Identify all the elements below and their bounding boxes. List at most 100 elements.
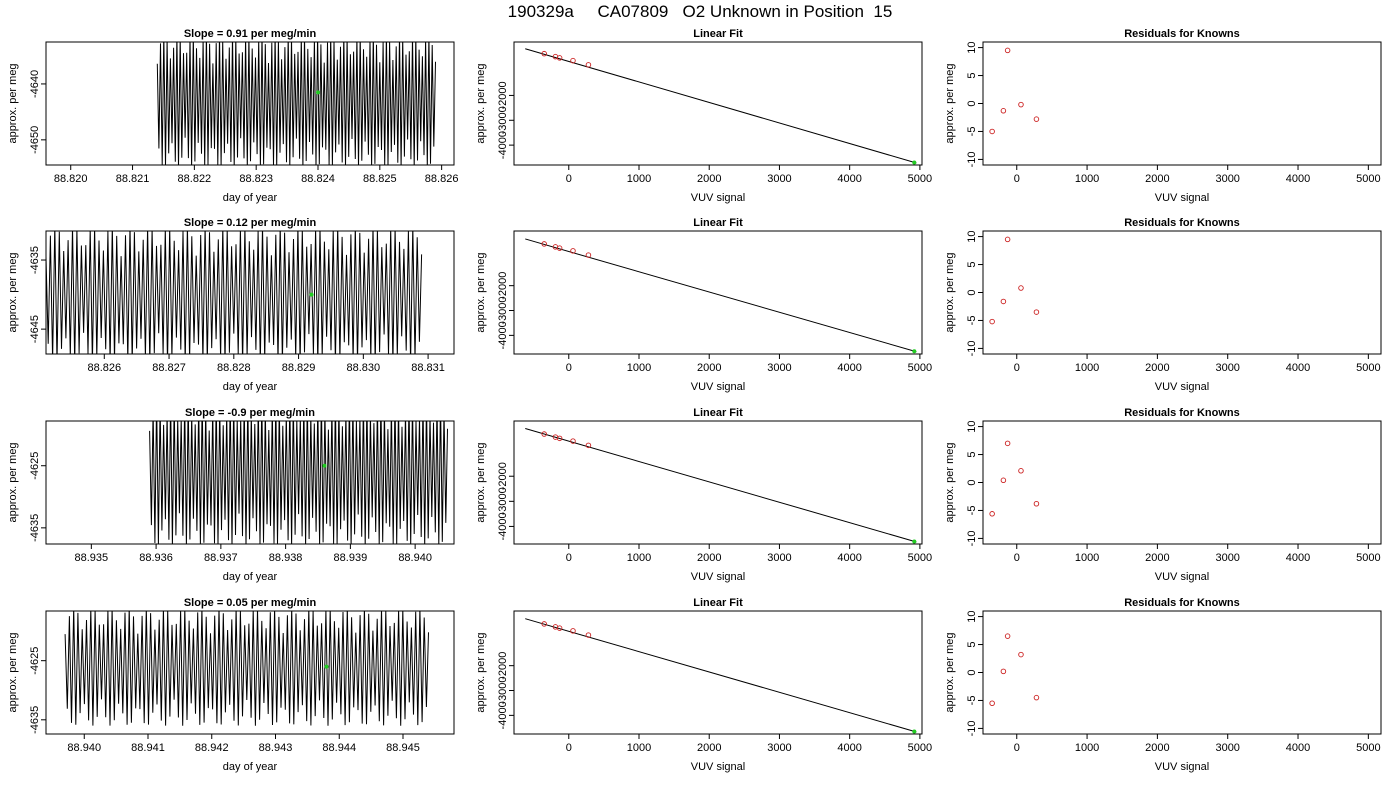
panel-title: Slope = 0.91 per meg/min (184, 28, 317, 40)
x-tick-label: 88.944 (322, 742, 356, 754)
unknown-point (309, 292, 314, 297)
x-tick-label: 88.830 (347, 362, 381, 374)
x-tick-label: 0 (1014, 173, 1020, 185)
known-point (1000, 108, 1007, 114)
panel-title: Linear Fit (693, 597, 743, 609)
known-point (1004, 440, 1011, 447)
x-tick-label: 88.828 (217, 362, 251, 374)
known-point (570, 438, 576, 444)
y-tick-label: -4000 (497, 131, 509, 159)
y-axis-label: approx. per meg (475, 252, 487, 332)
x-tick-label: 3000 (767, 173, 791, 185)
y-tick-label: -10 (966, 530, 978, 546)
series-line (64, 611, 429, 726)
panel-title: Slope = -0.9 per meg/min (185, 407, 315, 419)
y-tick-label: -4000 (497, 512, 509, 540)
y-tick-label: -3000 (497, 487, 509, 515)
y-tick-label: 5 (966, 72, 978, 78)
x-tick-label: 88.825 (363, 173, 397, 185)
known-point (1018, 468, 1024, 474)
x-tick-label: 4000 (1286, 552, 1310, 564)
x-tick-label: 4000 (837, 742, 861, 754)
known-point (1033, 309, 1040, 315)
x-tick-label: 1000 (1075, 173, 1099, 185)
x-tick-label: 2000 (697, 362, 721, 374)
plot-frame (513, 41, 923, 166)
y-tick-label: -4000 (497, 321, 509, 349)
figure-title: 190329a CA07809 O2 Unknown in Position 1… (507, 2, 893, 21)
x-tick-label: 3000 (1215, 742, 1239, 754)
panel-residuals-3: Residuals for Knowns 0 1000 2000 3000 4000 500… (944, 407, 1382, 583)
known-point (1033, 116, 1040, 122)
series-line (46, 231, 423, 354)
fit-line (525, 428, 917, 543)
x-tick-label: 5000 (1356, 362, 1380, 374)
x-axis-label: VUV signal (691, 192, 745, 204)
y-axis-label: approx. per meg (7, 632, 19, 712)
plot-frame (45, 610, 455, 735)
y-tick-label: -4635 (29, 706, 41, 734)
x-tick-label: 88.936 (139, 552, 173, 564)
panel-time-series-1: Slope = 0.91 per meg/min 88.820 88.821 88.8… (7, 28, 458, 204)
x-tick-label: 0 (566, 173, 572, 185)
y-axis-label: approx. per meg (475, 632, 487, 712)
unknown-point (324, 664, 329, 669)
plot-frame (513, 610, 923, 735)
panel-title: Residuals for Knowns (1124, 407, 1240, 419)
y-tick-label: 10 (966, 41, 978, 53)
x-tick-label: 2000 (1145, 742, 1169, 754)
x-tick-label: 5000 (908, 742, 932, 754)
unknown-point (316, 90, 320, 95)
y-tick-label: -4635 (29, 246, 41, 274)
plot-frame (513, 230, 923, 355)
x-tick-label: 88.938 (269, 552, 303, 564)
x-tick-label: 1000 (1075, 362, 1099, 374)
panel-title: Slope = 0.05 per meg/min (184, 597, 317, 609)
unknown-point (912, 729, 917, 734)
fit-line (525, 48, 917, 164)
panel-time-series-2: Slope = 0.12 per meg/min 88.826 88.827 88.8… (7, 217, 455, 393)
known-point (1018, 101, 1024, 108)
x-tick-label: 2000 (1145, 552, 1169, 564)
y-tick-label: -10 (966, 151, 978, 167)
x-tick-label: 88.939 (334, 552, 368, 564)
known-point (556, 625, 563, 631)
y-axis-label: approx. per meg (944, 632, 956, 712)
known-point (1004, 47, 1011, 54)
x-tick-label: 3000 (767, 552, 791, 564)
y-axis-label: approx. per meg (7, 442, 19, 522)
known-point (541, 241, 547, 247)
unknown-point (912, 349, 917, 354)
x-tick-label: 0 (1014, 552, 1020, 564)
panel-linear-fit-1: Linear Fit 0 1000 2000 3000 4000 5000 -2000-300… (475, 28, 932, 204)
x-tick-label: 88.821 (116, 173, 150, 185)
known-point (1033, 500, 1040, 507)
known-point (989, 128, 995, 135)
plot-frame (982, 610, 1382, 735)
y-axis-label: approx. per meg (475, 63, 487, 143)
panel-title: Slope = 0.12 per meg/min (184, 217, 317, 229)
x-axis-label: VUV signal (691, 761, 745, 773)
panel-title: Residuals for Knowns (1124, 597, 1240, 609)
y-tick-label: 0 (966, 100, 978, 106)
x-axis-label: day of year (223, 761, 278, 773)
x-tick-label: 88.823 (239, 173, 273, 185)
x-tick-label: 2000 (697, 742, 721, 754)
x-tick-label: 0 (1014, 742, 1020, 754)
y-axis-label: approx. per meg (7, 63, 19, 143)
known-point (570, 248, 576, 254)
panel-linear-fit-4: Linear Fit 0 1000 2000 3000 4000 5000 -2000-300… (475, 597, 932, 773)
x-axis-label: VUV signal (1155, 381, 1209, 393)
x-tick-label: 3000 (1215, 362, 1239, 374)
y-tick-label: -2000 (497, 81, 509, 109)
x-tick-label: 88.827 (152, 362, 186, 374)
x-axis-label: day of year (223, 192, 278, 204)
y-tick-label: -5 (966, 127, 978, 137)
x-axis-label: VUV signal (1155, 571, 1209, 583)
x-tick-label: 5000 (1356, 173, 1380, 185)
known-point (585, 632, 592, 638)
y-tick-label: 10 (966, 230, 978, 242)
y-tick-label: 5 (966, 451, 978, 457)
x-tick-label: 88.941 (131, 742, 165, 754)
y-tick-label: -4645 (29, 315, 41, 343)
